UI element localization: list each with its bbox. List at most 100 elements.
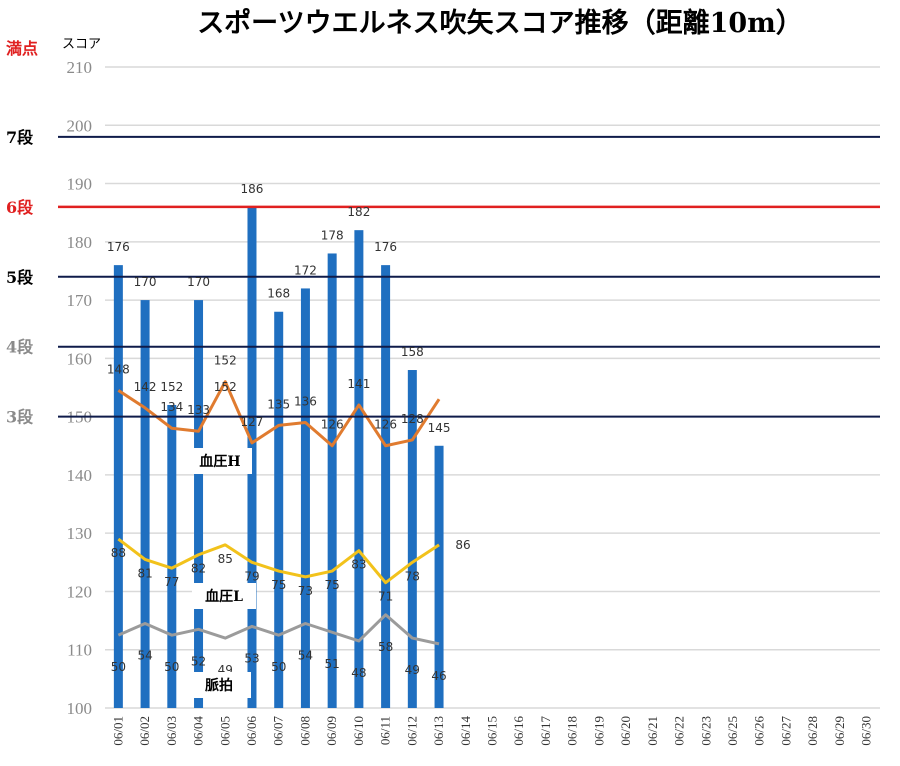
label-脈拍-06/02: 54 [137, 649, 152, 663]
label-血圧H-06/04: 133 [187, 403, 210, 417]
line-脈拍 [117, 613, 440, 646]
label-血圧L-06/03: 77 [164, 575, 179, 589]
bar-06/11 [381, 265, 391, 708]
label-血圧H-06/10: 141 [347, 377, 370, 391]
label-脈拍-06/01: 50 [111, 660, 126, 674]
x-tick-06/27: 06/27 [778, 716, 793, 746]
label-血圧L-06/11: 71 [378, 590, 393, 604]
label-血圧L-06/04: 82 [191, 562, 206, 576]
vitals-lines [117, 380, 441, 646]
y-tick-200: 200 [67, 116, 93, 135]
x-tick-06/12: 06/12 [404, 716, 419, 746]
x-tick-06/17: 06/17 [538, 716, 553, 746]
series-label-bg-脈拍 [187, 672, 251, 698]
label-血圧H-06/08: 136 [294, 394, 317, 408]
x-tick-06/30: 06/30 [859, 716, 874, 746]
x-tick-06/11: 06/11 [378, 716, 393, 745]
x-tick-06/05: 06/05 [217, 716, 232, 746]
bar-label-06/03: 152 [160, 380, 183, 394]
label-脈拍-06/07: 50 [271, 660, 286, 674]
label-血圧L-06/07: 75 [271, 578, 286, 592]
label-脈拍-06/08: 54 [298, 649, 313, 663]
bar-label-06/09: 178 [321, 228, 344, 242]
ref-label-5段: 5段 [6, 268, 34, 287]
x-tick-06/06: 06/06 [244, 716, 259, 746]
bar-06/07 [274, 311, 284, 708]
x-tick-06/19: 06/19 [591, 716, 606, 746]
label-血圧H-06/07: 135 [267, 397, 290, 411]
y-tick-120: 120 [67, 582, 93, 601]
label-血圧H-06/12: 128 [401, 412, 424, 426]
label-血圧L-06/13: 86 [455, 538, 470, 552]
bar-06/10 [354, 230, 364, 708]
label-脈拍-06/09: 51 [325, 657, 340, 671]
label-血圧H-06/09: 126 [321, 418, 344, 432]
x-tick-06/07: 06/07 [271, 716, 286, 746]
bar-label-06/07: 168 [267, 287, 290, 301]
series-label-血圧H: 血圧H [199, 453, 240, 470]
label-血圧L-06/06: 79 [244, 569, 259, 583]
bar-06/02 [140, 300, 150, 708]
bar-label-06/10: 182 [347, 205, 370, 219]
x-tick-06/14: 06/14 [458, 716, 473, 746]
x-tick-06/15: 06/15 [485, 716, 500, 746]
x-tick-06/18: 06/18 [565, 716, 580, 746]
x-tick-06/10: 06/10 [351, 716, 366, 746]
rank-reference-lines: 7段 6段 5段 4段 3段 [6, 128, 880, 427]
x-tick-06/13: 06/13 [431, 716, 446, 746]
chart-title: スポーツウエルネス吹矢スコア推移（距離10m） [197, 7, 803, 39]
x-tick-06/21: 06/21 [645, 716, 660, 746]
bar-label-06/01: 176 [107, 240, 130, 254]
bar-label-06/02: 170 [134, 275, 157, 289]
label-血圧H-06/05: 152 [214, 354, 237, 368]
label-血圧L-06/12: 78 [405, 569, 420, 583]
label-血圧L-06/02: 81 [137, 566, 152, 580]
line-血圧H [117, 380, 441, 448]
x-tick-06/08: 06/08 [297, 716, 312, 746]
bar-06/08 [300, 288, 310, 708]
label-血圧L-06/05: 85 [218, 552, 233, 566]
label-脈拍-06/12: 49 [405, 663, 420, 677]
label-血圧H-06/03: 134 [160, 400, 183, 414]
label-脈拍-06/13: 46 [431, 669, 446, 683]
x-tick-06/23: 06/23 [698, 716, 713, 746]
x-tick-06/04: 06/04 [191, 716, 206, 746]
x-tick-06/22: 06/22 [672, 716, 687, 746]
x-tick-06/25: 06/25 [725, 716, 740, 746]
label-血圧H-06/01: 148 [107, 362, 130, 376]
label-血圧L-06/01: 88 [111, 546, 126, 560]
line-血圧L [117, 537, 440, 585]
bar-label-06/13: 145 [428, 421, 451, 435]
y-tick-210: 210 [67, 58, 93, 77]
bar-06/12 [407, 370, 417, 708]
ref-label-4段: 4段 [6, 338, 34, 357]
x-tick-06/29: 06/29 [832, 716, 847, 746]
x-tick-06/28: 06/28 [805, 716, 820, 746]
x-tick-06/26: 06/26 [752, 716, 767, 746]
bar-06/09 [327, 253, 337, 709]
y-tick-140: 140 [67, 466, 93, 485]
x-tick-06/02: 06/02 [137, 716, 152, 746]
series-label-bg-血圧L [192, 583, 256, 609]
ref-label-7段: 7段 [6, 128, 34, 147]
y-tick-180: 180 [67, 233, 93, 252]
bar-06/04 [194, 300, 204, 708]
ref-label-6段: 6段 [6, 198, 34, 217]
label-血圧H-06/02: 142 [134, 380, 157, 394]
label-血圧L-06/08: 73 [298, 584, 313, 598]
label-血圧L-06/10: 83 [351, 558, 366, 572]
label-血圧H-06/06: 127 [241, 415, 264, 429]
bar-06/01 [113, 265, 123, 708]
y-axis-title: スコア [62, 37, 101, 52]
label-脈拍-06/10: 48 [351, 666, 366, 680]
y-tick-170: 170 [67, 291, 93, 310]
x-tick-labels: 06/01 06/02 06/03 06/04 06/05 06/06 06/07 06/08… [110, 716, 873, 746]
y-tick-110: 110 [67, 641, 92, 660]
y-tick-100: 100 [67, 699, 93, 718]
label-脈拍-06/03: 50 [164, 660, 179, 674]
y-tick-160: 160 [67, 349, 93, 368]
series-label-血圧L: 血圧L [205, 588, 243, 605]
series-label-bg-血圧H [188, 448, 252, 474]
